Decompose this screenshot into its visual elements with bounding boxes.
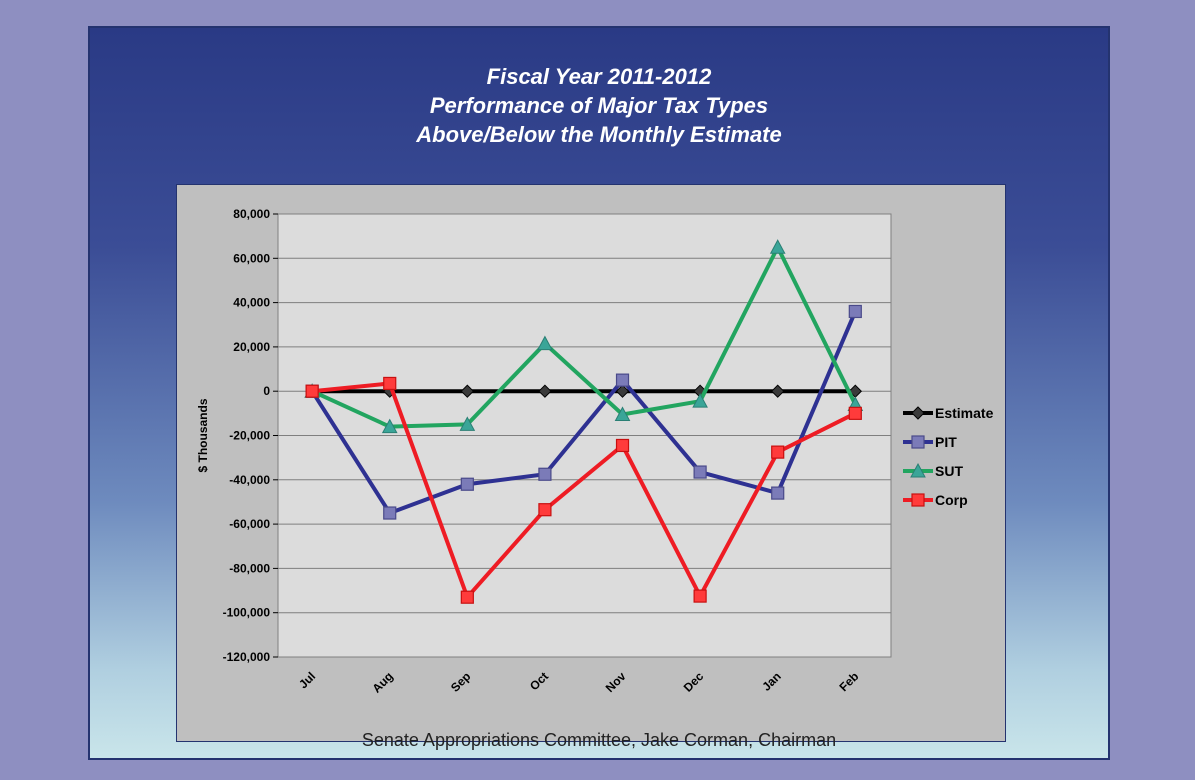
y-tick-label: 40,000: [233, 296, 270, 310]
series-estimate-point: [771, 384, 785, 398]
chart-title-line-2: Performance of Major Tax Types: [429, 93, 769, 118]
series-sut-point: [692, 393, 708, 408]
y-tick-label: -20,000: [229, 429, 270, 443]
x-tick-label: Nov: [603, 669, 629, 695]
series-pit-line: [310, 310, 858, 516]
x-tick-label: Aug: [369, 669, 395, 695]
y-tick-label: -60,000: [229, 517, 270, 531]
series-pit-point: [615, 373, 630, 387]
y-tick-label: -80,000: [229, 561, 270, 575]
y-tick-label: 0: [263, 384, 270, 398]
series-estimate-point: [615, 384, 630, 398]
series-sut-point: [614, 406, 631, 421]
series-pit-point: [693, 465, 707, 479]
legend-corp-label: Corp: [935, 492, 968, 508]
series-corp-point: [305, 384, 319, 398]
series-sut-point: [769, 239, 786, 254]
series-corp-point: [383, 376, 397, 391]
x-tick-label: Sep: [448, 669, 473, 694]
x-tick-label: Feb: [836, 669, 861, 694]
x-tick-label: Jul: [296, 669, 318, 691]
y-tick-label: 80,000: [233, 207, 270, 221]
series-sut-point: [459, 416, 476, 431]
legend-corp-marker: [911, 493, 925, 507]
series-estimate-point: [460, 384, 475, 398]
y-tick-label: -40,000: [229, 473, 270, 487]
legend-sut-label: SUT: [935, 463, 963, 479]
series-sut-point: [381, 418, 398, 434]
series-corp-point: [771, 445, 785, 459]
series-corp-point: [538, 503, 552, 517]
series-pit-point: [771, 486, 785, 500]
series-pit-point: [383, 506, 397, 520]
chart-panel: Fiscal Year 2011-2012 Performance of Maj…: [88, 26, 1110, 760]
x-tick-label: Jan: [759, 669, 784, 694]
series-estimate-point: [538, 384, 552, 398]
line-chart: 80,000 60,000 40,000 20,000 0 -20,000 -40,000 -…: [196, 207, 994, 696]
x-tick-label: Oct: [527, 669, 551, 693]
series-sut-line: [311, 242, 858, 429]
chart-title-line-3: Above/Below the Monthly Estimate: [416, 122, 782, 147]
y-tick-label: -100,000: [223, 606, 271, 620]
y-tick-label: 60,000: [233, 251, 270, 265]
footer-credit: Senate Appropriations Committee, Jake Co…: [361, 730, 837, 750]
y-tick-label: -120,000: [223, 650, 271, 664]
series-pit-point: [848, 304, 862, 319]
series-corp-point: [693, 589, 707, 603]
legend-pit-marker: [911, 435, 925, 449]
series-corp-point: [848, 406, 862, 420]
series-corp-point: [615, 438, 630, 453]
legend-estimate-marker: [911, 406, 925, 420]
legend-estimate-label: Estimate: [935, 405, 994, 421]
series-corp-line: [311, 381, 857, 602]
chart-title-line-1: Fiscal Year 2011-2012: [486, 64, 712, 89]
chart-area: 80,000 60,000 40,000 20,000 0 -20,000 -40,000 -…: [176, 184, 1006, 742]
y-axis-label: $ Thousands: [196, 398, 210, 472]
series-sut-point: [537, 335, 553, 351]
chart-title: Fiscal Year 2011-2012 Performance of Maj…: [90, 62, 1108, 149]
series-corp-point: [460, 590, 474, 604]
series-pit-point: [538, 467, 552, 481]
x-tick-label: Dec: [681, 669, 707, 695]
legend-sut-marker: [910, 462, 926, 478]
legend-pit-label: PIT: [935, 434, 957, 450]
y-tick-label: 20,000: [233, 340, 270, 354]
series-pit-point: [460, 477, 474, 491]
